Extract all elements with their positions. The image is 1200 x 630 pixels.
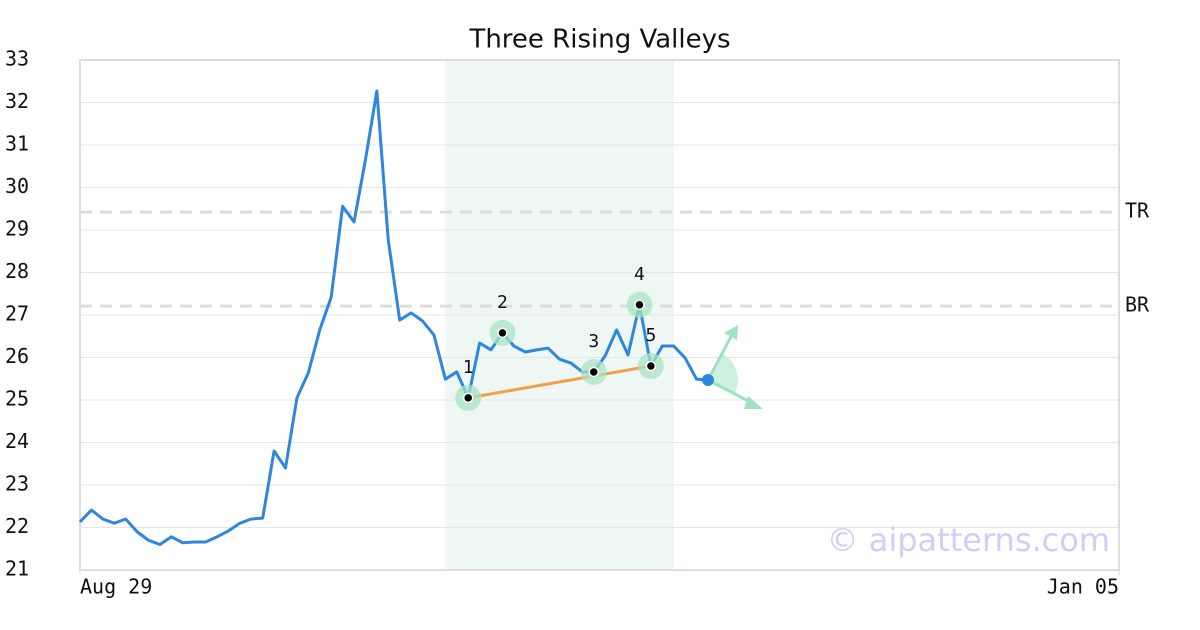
last-point <box>701 374 714 387</box>
y-tick-label: 27 <box>5 302 29 326</box>
y-tick-label: 32 <box>5 89 29 113</box>
pivot-point <box>634 299 645 311</box>
pivot-label: 5 <box>645 325 656 346</box>
x-tick-label: Aug 29 <box>80 575 152 599</box>
y-tick-label: 33 <box>5 47 29 71</box>
y-tick-label: 26 <box>5 344 29 368</box>
pivot-label: 4 <box>634 264 645 285</box>
x-tick-label: Jan 05 <box>1047 575 1119 599</box>
pivot-point <box>497 327 508 339</box>
pivot-point <box>645 360 657 372</box>
projection-arrows <box>706 325 763 409</box>
y-tick-label: 22 <box>5 514 29 538</box>
pivot-point <box>462 392 474 404</box>
y-tick-label: 30 <box>5 174 29 198</box>
y-tick-label: 24 <box>5 429 29 453</box>
y-tick-label: 25 <box>5 387 29 411</box>
arrow-head <box>724 325 738 340</box>
y-tick-label: 21 <box>5 557 29 581</box>
y-tick-label: 31 <box>5 132 29 156</box>
trend-line <box>467 364 652 400</box>
pivot-point <box>588 366 600 378</box>
arrow-head <box>744 396 763 409</box>
chart-title: Three Rising Valleys <box>468 25 730 55</box>
watermark: © aipatterns.com <box>827 521 1110 559</box>
pivot-label: 3 <box>588 331 599 352</box>
arrow-up <box>706 330 736 381</box>
y-tick-label: 29 <box>5 217 29 241</box>
y-tick-label: 28 <box>5 259 29 283</box>
level-label: TR <box>1125 199 1150 223</box>
pivot-label: 1 <box>463 357 474 378</box>
price-line <box>78 89 709 546</box>
level-label: BR <box>1125 293 1150 317</box>
pivot-label: 2 <box>497 292 508 313</box>
plot-frame <box>79 59 1120 571</box>
y-tick-label: 23 <box>5 472 29 496</box>
